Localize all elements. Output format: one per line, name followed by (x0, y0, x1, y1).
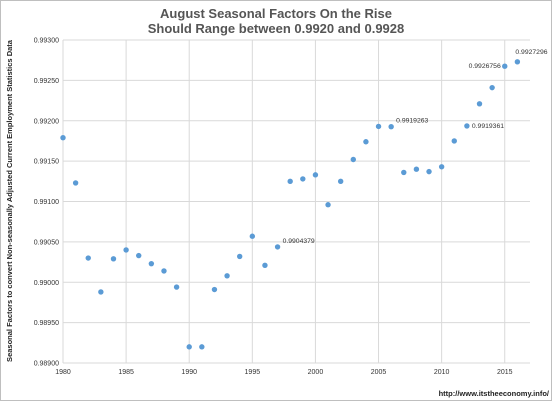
x-tick-label: 2010 (434, 369, 450, 376)
x-axis-ticks: 1980 1985 1990 1995 2000 2005 2010 2015 (55, 369, 512, 376)
data-point (476, 101, 483, 107)
data-point (401, 169, 407, 176)
data-point (489, 84, 495, 91)
data-point (85, 255, 91, 261)
data-point (237, 253, 243, 260)
data-point (413, 166, 420, 172)
x-tick-label: 2005 (371, 369, 387, 376)
data-point (363, 139, 369, 145)
source-url: http://www.itstheeconomy.info/ (439, 389, 550, 398)
data-point (148, 260, 155, 267)
data-label: 0.9927296 (515, 49, 547, 56)
data-point (464, 123, 470, 129)
data-point (224, 273, 230, 279)
y-tick-label: 0.99200 (34, 118, 59, 125)
data-point (211, 286, 218, 293)
y-tick-label: 0.99050 (34, 239, 59, 246)
data-point (312, 172, 319, 178)
data-point (98, 289, 104, 295)
x-tick-label: 2015 (497, 369, 513, 376)
data-label: 0.9904379 (283, 238, 315, 245)
data-label: 0.9919361 (472, 123, 504, 130)
data-point (173, 284, 180, 290)
data-point (274, 244, 281, 250)
data-point (426, 168, 432, 175)
data-point (451, 138, 457, 144)
y-tick-label: 0.98950 (34, 320, 59, 327)
data-point (262, 262, 268, 268)
data-point (186, 344, 192, 350)
data-label: 0.9926756 (469, 63, 501, 70)
data-point (72, 180, 79, 186)
data-point (60, 135, 66, 141)
y-tick-label: 0.99100 (34, 199, 59, 206)
data-point (136, 252, 142, 259)
chart-title-line-2: Should Range between 0.9920 and 0.9928 (148, 21, 404, 36)
y-axis-ticks: 0.98900 0.98950 0.99000 0.99050 0.99100 0.991… (34, 38, 59, 368)
data-point (325, 202, 331, 208)
y-tick-label: 0.99000 (34, 280, 59, 287)
data-point (287, 178, 293, 185)
x-tick-label: 1985 (118, 369, 134, 376)
data-point (337, 178, 344, 185)
data-point (438, 164, 445, 170)
y-axis-title: Seasonal Factors to convert Non-seasonal… (5, 39, 14, 362)
data-point (161, 268, 167, 274)
data-point (514, 59, 521, 65)
data-label: 0.9919263 (396, 118, 428, 125)
data-point (123, 247, 129, 253)
data-point (375, 123, 382, 130)
x-tick-label: 2000 (308, 369, 324, 376)
data-point (502, 63, 508, 69)
y-tick-label: 0.99150 (34, 159, 59, 166)
data-point (199, 344, 205, 350)
data-point (249, 233, 256, 239)
data-point (300, 176, 306, 182)
x-tick-label: 1980 (55, 369, 71, 376)
y-tick-label: 0.99300 (34, 38, 59, 45)
chart-title-line-1: August Seasonal Factors On the Rise (160, 6, 392, 21)
data-point (388, 124, 394, 130)
data-point (110, 256, 117, 262)
gridlines (62, 39, 530, 364)
data-point (350, 156, 356, 163)
x-tick-label: 1995 (245, 369, 261, 376)
y-tick-label: 0.98900 (34, 361, 59, 368)
y-tick-label: 0.99250 (34, 78, 59, 85)
x-tick-label: 1990 (181, 369, 197, 376)
data-points (60, 59, 521, 350)
data-labels: 0.9904379 0.9919263 0.9919361 0.9926756 0.99… (283, 49, 548, 245)
